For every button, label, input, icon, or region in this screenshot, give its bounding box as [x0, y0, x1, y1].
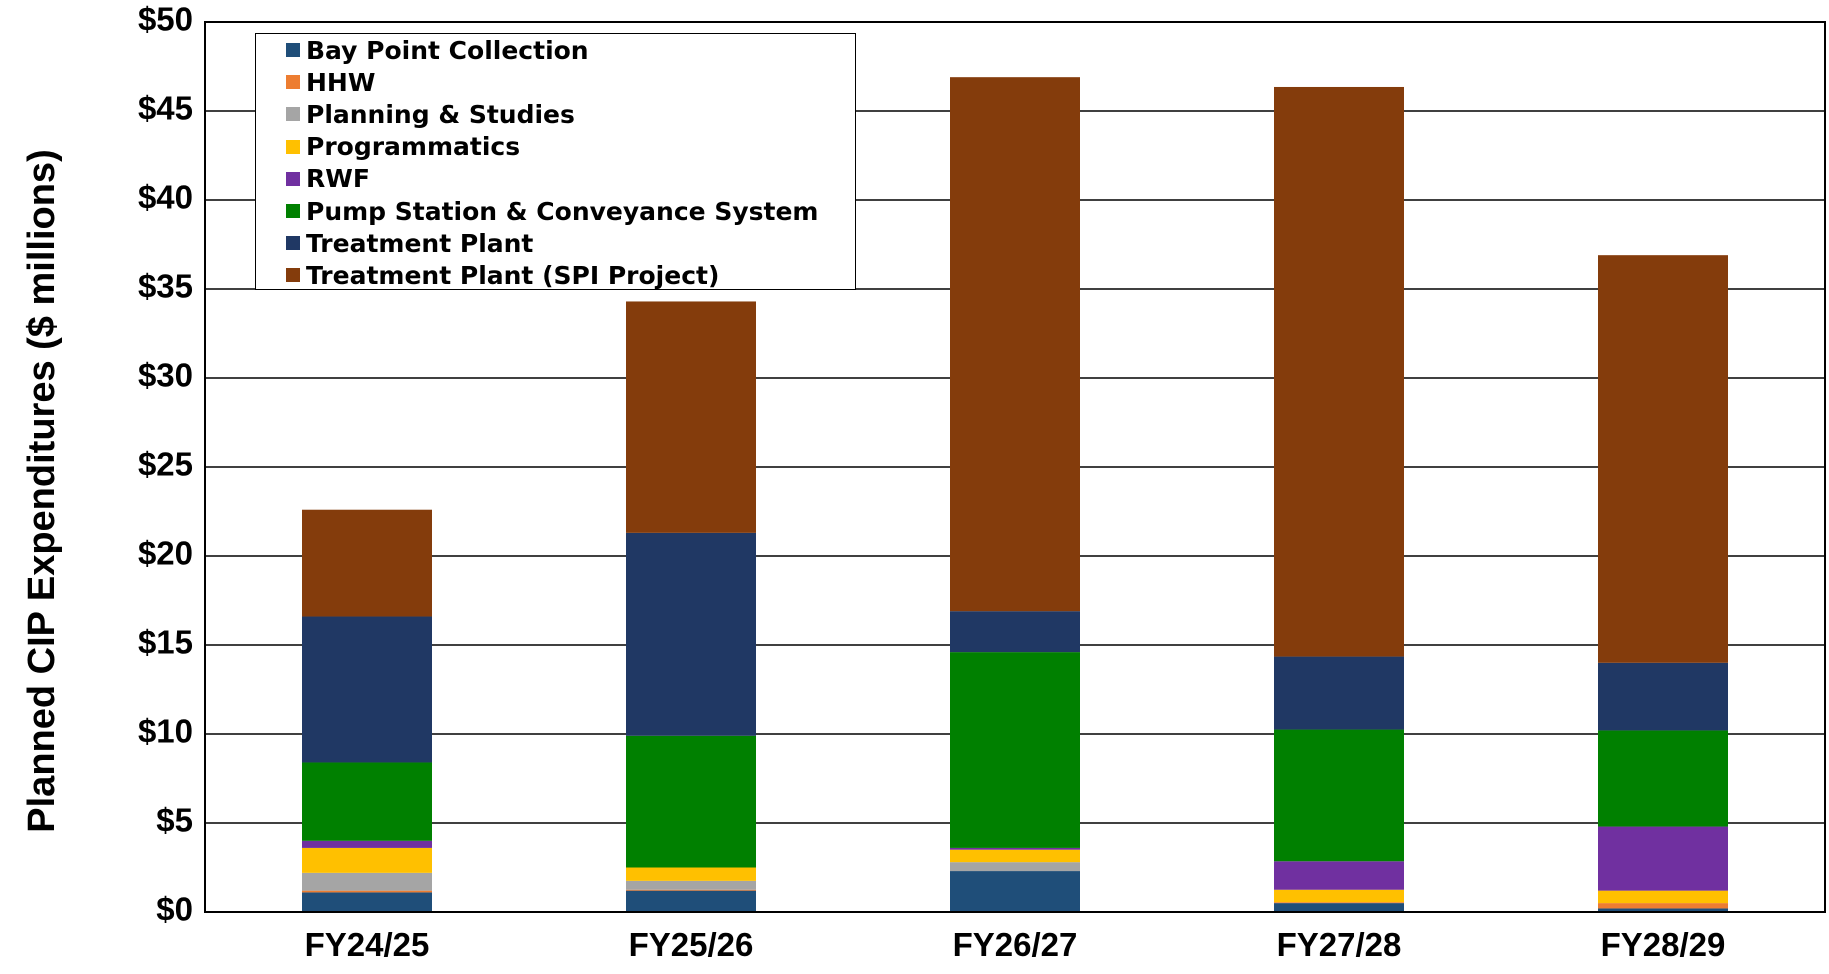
legend-item: RWF	[286, 163, 855, 195]
x-tick-label: FY28/29	[1601, 926, 1726, 963]
bar-segment	[626, 880, 756, 890]
bar-segment	[302, 840, 432, 848]
legend-label: Programmatics	[306, 132, 521, 162]
bar-segment	[302, 762, 432, 841]
plot-area-frame	[204, 21, 1826, 913]
bar-segment	[626, 890, 756, 912]
bar-segment	[302, 892, 432, 912]
legend-label: HHW	[306, 67, 376, 97]
bar-segment	[1274, 903, 1404, 912]
legend-item: Planning & Studies	[286, 98, 855, 130]
bar-segment	[950, 862, 1080, 872]
y-tick-label: $0	[156, 891, 193, 928]
bar-segment	[626, 867, 756, 881]
bar-segment	[1598, 255, 1728, 663]
y-tick-label: $30	[138, 357, 193, 394]
bar-segment	[1274, 889, 1404, 903]
legend-label: Treatment Plant (SPI Project)	[306, 260, 720, 290]
bar-segment	[950, 849, 1080, 863]
legend-label: Treatment Plant	[306, 228, 534, 258]
bar-segment	[1274, 902, 1404, 904]
y-tick-label: $5	[156, 802, 193, 839]
bar-segment	[302, 509, 432, 617]
bar-segment	[302, 847, 432, 873]
bar-segment	[1598, 890, 1728, 904]
bar-segment	[626, 735, 756, 868]
y-axis-ticks: $0 $5 $10 $15 $20 $25 $30 $35 $40 $45 $50	[138, 1, 193, 928]
bar-segment	[302, 616, 432, 763]
bar-segment	[1598, 908, 1728, 912]
y-tick-label: $45	[138, 90, 193, 127]
bar-segment	[1274, 86, 1404, 657]
bar-segment	[950, 847, 1080, 850]
legend-swatch	[286, 204, 300, 219]
bars	[302, 77, 1728, 912]
legend-label: Planning & Studies	[306, 99, 575, 129]
bar-segment	[1598, 903, 1728, 909]
y-tick-label: $40	[138, 179, 193, 216]
legend-swatch	[286, 43, 300, 58]
legend-item: Treatment Plant (SPI Project)	[286, 259, 855, 291]
legend-label: Pump Station & Conveyance System	[306, 196, 819, 226]
bar-segment	[626, 889, 756, 891]
legend-swatch	[286, 107, 300, 122]
legend-item: HHW	[286, 66, 855, 98]
legend-item: Programmatics	[286, 131, 855, 163]
bar-segment	[1598, 826, 1728, 891]
y-tick-label: $50	[138, 1, 193, 38]
x-tick-label: FY26/27	[953, 926, 1078, 963]
y-tick-label: $25	[138, 446, 193, 483]
legend-swatch	[286, 268, 300, 283]
bar-segment	[1274, 861, 1404, 890]
legend-swatch	[286, 171, 300, 186]
legend-label: Bay Point Collection	[306, 35, 589, 65]
legend-item: Pump Station & Conveyance System	[286, 195, 855, 227]
bar-segment	[950, 77, 1080, 612]
bar-segment	[302, 890, 432, 893]
y-tick-label: $35	[138, 268, 193, 305]
bar-segment	[626, 532, 756, 736]
legend-swatch	[286, 75, 300, 90]
x-tick-label: FY25/26	[629, 926, 754, 963]
bar-segment	[950, 611, 1080, 653]
legend-swatch	[286, 139, 300, 154]
x-tick-label: FY27/28	[1277, 926, 1402, 963]
bar-segment	[302, 872, 432, 891]
x-tick-label: FY24/25	[305, 926, 430, 963]
legend-label: RWF	[306, 164, 370, 194]
bar-segment	[1598, 662, 1728, 731]
bar-segment	[626, 301, 756, 533]
legend-swatch	[286, 236, 300, 251]
y-tick-label: $10	[138, 713, 193, 750]
y-axis-title: Planned CIP Expenditures ($ millions)	[21, 149, 63, 832]
y-tick-label: $20	[138, 535, 193, 572]
x-axis-ticks: FY24/25 FY25/26 FY26/27 FY27/28 FY28/29	[305, 926, 1726, 963]
bar-segment	[1274, 656, 1404, 730]
y-tick-label: $15	[138, 624, 193, 661]
legend: Bay Point Collection HHW Planning & Studie…	[255, 33, 856, 290]
legend-item: Treatment Plant	[286, 227, 855, 259]
bar-segment	[950, 871, 1080, 912]
legend-item: Bay Point Collection	[286, 34, 855, 66]
bar-segment	[1274, 729, 1404, 862]
bar-segment	[950, 652, 1080, 848]
bar-segment	[1598, 730, 1728, 827]
